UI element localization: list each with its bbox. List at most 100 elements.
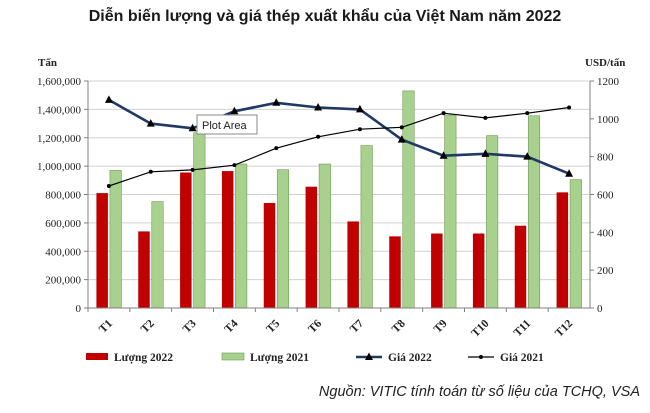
x-tick-label: T2 bbox=[139, 317, 157, 335]
point-gia-2021 bbox=[525, 111, 530, 116]
legend: Lượng 2022 Lượng 2021 Giá 2022 Giá 2021 bbox=[86, 352, 544, 364]
legend-item: Giá 2021 bbox=[468, 352, 544, 364]
x-tick-label: T8 bbox=[390, 317, 408, 335]
point-gia-2022 bbox=[230, 106, 239, 115]
source-note: Nguồn: VITIC tính toán từ số liệu của TC… bbox=[318, 384, 640, 400]
y-right-tick-label: 200 bbox=[597, 265, 614, 277]
legend-item: Lượng 2022 bbox=[86, 352, 173, 364]
bar-luong-2021 bbox=[193, 132, 206, 309]
point-gia-2021 bbox=[357, 127, 362, 132]
point-gia-2022 bbox=[314, 102, 323, 111]
y-left-tick-label: 600,000 bbox=[45, 218, 81, 230]
bar-luong-2022 bbox=[514, 225, 527, 308]
x-tick-label: T12 bbox=[553, 317, 575, 339]
y-left-tick-label: 200,000 bbox=[45, 275, 81, 287]
point-gia-2022 bbox=[481, 149, 490, 157]
point-gia-2021 bbox=[232, 163, 237, 168]
chart-title: Diễn biến lượng và giá thép xuất khẩu củ… bbox=[88, 8, 562, 25]
y-left-tick-label: 400,000 bbox=[45, 246, 81, 258]
point-gia-2021 bbox=[567, 105, 572, 110]
bar-luong-2021 bbox=[444, 114, 457, 309]
bar-series bbox=[96, 90, 582, 309]
point-gia-2022 bbox=[355, 104, 364, 113]
tooltip-box bbox=[196, 114, 258, 135]
bar-luong-2021 bbox=[318, 163, 331, 309]
point-gia-2022 bbox=[272, 98, 281, 106]
bar-luong-2021 bbox=[235, 163, 248, 309]
plot-area-tooltip: Plot Area bbox=[196, 114, 258, 135]
x-tick-label: T9 bbox=[432, 317, 450, 335]
bar-luong-2021 bbox=[360, 145, 373, 309]
tooltip-text: Plot Area bbox=[202, 120, 248, 132]
bar-luong-2022 bbox=[431, 233, 443, 308]
y-left-tick-label: 800,000 bbox=[45, 190, 81, 202]
bar-luong-2022 bbox=[472, 233, 485, 308]
bar-luong-2022 bbox=[305, 186, 318, 308]
legend-item: Giá 2022 bbox=[356, 352, 432, 364]
x-tick-label: T1 bbox=[97, 317, 115, 335]
y-right-tick-label: 1200 bbox=[597, 76, 620, 88]
point-gia-2022 bbox=[397, 135, 406, 143]
x-tick-label: T10 bbox=[469, 317, 491, 339]
point-gia-2021 bbox=[399, 125, 404, 130]
y-right-label: USD/tấn bbox=[585, 57, 625, 69]
x-tick-label: T6 bbox=[306, 317, 324, 335]
point-gia-2022 bbox=[523, 152, 532, 160]
y-left-tick-label: 1,200,000 bbox=[37, 133, 82, 145]
point-gia-2022 bbox=[439, 151, 448, 159]
point-gia-2021 bbox=[274, 146, 279, 151]
bar-luong-2021 bbox=[527, 115, 541, 309]
point-gia-2021 bbox=[441, 111, 446, 116]
y-right-tick-label: 400 bbox=[597, 227, 614, 239]
point-gia-2021 bbox=[106, 183, 111, 188]
legend-swatch bbox=[221, 352, 245, 361]
y-left-tick-label: 1,600,000 bbox=[37, 76, 82, 88]
x-tick-label: T5 bbox=[264, 317, 282, 335]
point-gia-2021 bbox=[483, 115, 488, 120]
point-gia-2022 bbox=[565, 169, 574, 177]
legend-swatch bbox=[86, 353, 108, 360]
bar-luong-2021 bbox=[151, 201, 164, 309]
legend-label: Giá 2021 bbox=[500, 352, 544, 364]
legend-label: Lượng 2022 bbox=[114, 352, 173, 364]
bar-luong-2021 bbox=[569, 179, 582, 309]
bar-luong-2021 bbox=[486, 135, 499, 309]
y-right-tick-label: 800 bbox=[597, 152, 614, 164]
x-tick-label: T11 bbox=[512, 317, 534, 339]
legend-item: Lượng 2021 bbox=[221, 352, 309, 364]
legend-label: Lượng 2021 bbox=[250, 352, 309, 364]
y-left-tick-label: 1,000,000 bbox=[37, 161, 82, 173]
bar-luong-2021 bbox=[276, 169, 290, 309]
legend-marker bbox=[365, 352, 373, 360]
y-right-tick-label: 0 bbox=[597, 303, 603, 315]
bar-luong-2022 bbox=[263, 203, 276, 308]
bar-luong-2022 bbox=[96, 193, 108, 308]
x-tick-label: T3 bbox=[181, 317, 199, 335]
x-tick-label: T4 bbox=[223, 317, 241, 335]
point-gia-2021 bbox=[190, 167, 195, 172]
line-gia-2022 bbox=[108, 98, 570, 175]
point-gia-2022 bbox=[146, 119, 155, 127]
y-left-tick-label: 1,400,000 bbox=[37, 104, 82, 116]
point-gia-2021 bbox=[148, 169, 153, 174]
bar-luong-2022 bbox=[221, 171, 234, 308]
point-gia-2021 bbox=[316, 134, 321, 139]
y-left-label: Tấn bbox=[38, 57, 57, 69]
y-right-tick-label: 1000 bbox=[597, 114, 620, 126]
bar-luong-2022 bbox=[389, 236, 401, 308]
line-series bbox=[104, 95, 574, 188]
point-gia-2022 bbox=[104, 95, 113, 103]
legend-marker bbox=[479, 355, 483, 359]
bar-luong-2022 bbox=[180, 172, 192, 308]
y-right-tick-label: 600 bbox=[597, 190, 614, 202]
bar-luong-2022 bbox=[556, 192, 569, 308]
point-gia-2022 bbox=[188, 123, 197, 132]
bar-luong-2021 bbox=[109, 170, 122, 309]
bar-luong-2022 bbox=[347, 221, 359, 308]
legend-label: Giá 2022 bbox=[388, 352, 432, 364]
bar-luong-2022 bbox=[138, 231, 150, 308]
line-gia-2021 bbox=[108, 106, 570, 187]
y-left-tick-label: 0 bbox=[76, 303, 82, 315]
x-tick-label: T7 bbox=[348, 317, 366, 335]
